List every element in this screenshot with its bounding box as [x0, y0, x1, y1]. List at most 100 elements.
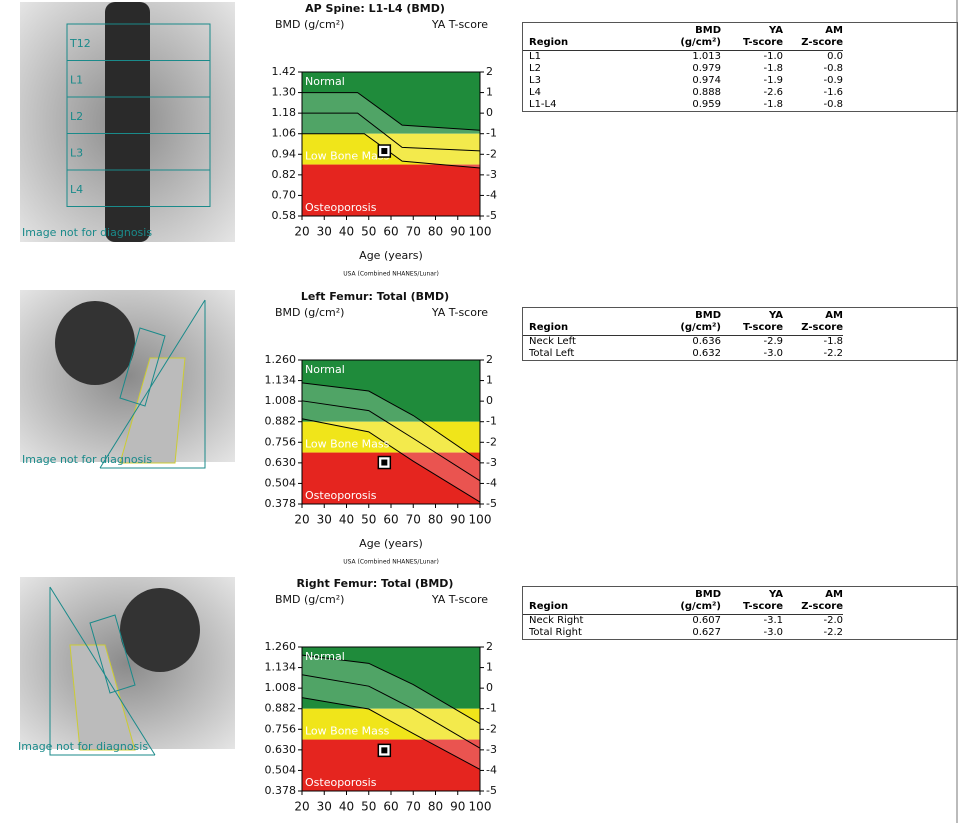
chart-title: Right Femur: Total (BMD) [297, 577, 454, 590]
header-text: AM [783, 25, 843, 37]
y2-tick-label: -4 [486, 476, 497, 489]
x-tick-label: 90 [450, 513, 465, 527]
y-tick-label: 1.18 [272, 106, 297, 119]
header-cell: Region [523, 587, 637, 615]
x-tick-label: 50 [361, 800, 376, 814]
x-tick-label: 90 [450, 800, 465, 814]
cell: -1.8 [721, 99, 783, 111]
header-cell: AMZ-score [783, 23, 843, 51]
results-table: RegionBMD(g/cm²)YAT-scoreAMZ-scoreNeck L… [522, 307, 958, 361]
y-tick-label: 1.06 [272, 127, 297, 140]
y2-tick-label: -5 [486, 784, 497, 797]
cell: -0.9 [783, 75, 843, 87]
cell: L4 [523, 87, 637, 99]
y-tick-label: 0.882 [265, 415, 297, 428]
x-tick-label: 80 [428, 800, 443, 814]
cell: 0.979 [637, 63, 721, 75]
chart-title: AP Spine: L1-L4 (BMD) [305, 2, 445, 15]
x-tick-label: 50 [361, 225, 376, 239]
header-row: RegionBMD(g/cm²)YAT-scoreAMZ-score [523, 587, 843, 615]
cell: 0.632 [637, 348, 721, 360]
x-tick-label: 60 [383, 225, 398, 239]
y2-tick-label: 1 [486, 86, 493, 99]
y2-tick-label: -4 [486, 763, 497, 776]
x-axis-label: Age (years) [359, 537, 423, 550]
cell: L1-L4 [523, 99, 637, 111]
x-axis-label: Age (years) [359, 249, 423, 262]
y-tick-label: 0.58 [272, 209, 297, 222]
patient-point-core [381, 460, 387, 466]
header-text: Z-score [783, 322, 843, 334]
y2-tick-label: 2 [486, 640, 493, 653]
y2-tick-label: 0 [486, 394, 493, 407]
header-cell: Region [523, 308, 637, 336]
header-text: (g/cm²) [637, 601, 721, 613]
zone-label: Normal [305, 75, 345, 88]
x-tick-label: 80 [428, 513, 443, 527]
y-tick-label: 0.756 [265, 435, 297, 448]
cell: 0.607 [637, 615, 721, 628]
header-text: Region [529, 37, 637, 49]
y-tick-label: 1.134 [265, 374, 297, 387]
cell: Total Right [523, 627, 637, 639]
cell: 1.013 [637, 51, 721, 64]
header-cell: YAT-score [721, 308, 783, 336]
roi-label: L2 [70, 110, 83, 123]
header-text: T-score [721, 37, 783, 49]
cell: L2 [523, 63, 637, 75]
cell: -2.2 [783, 348, 843, 360]
x-tick-label: 30 [317, 225, 332, 239]
roi-label: T12 [69, 37, 91, 50]
header-text: AM [783, 310, 843, 322]
x-tick-label: 40 [339, 513, 354, 527]
header-text: Z-score [783, 601, 843, 613]
header-text: (g/cm²) [637, 37, 721, 49]
y2-tick-label: 0 [486, 106, 493, 119]
y-tick-label: 1.008 [265, 681, 297, 694]
header-text: Z-score [783, 37, 843, 49]
cell: -1.8 [783, 336, 843, 349]
header-text: AM [783, 589, 843, 601]
cell: -2.0 [783, 615, 843, 628]
y-tick-label: 1.260 [265, 640, 297, 653]
x-tick-label: 30 [317, 800, 332, 814]
y-axis-label: BMD (g/cm²) [275, 306, 344, 319]
y-tick-label: 0.630 [265, 743, 297, 756]
header-text: YA [721, 25, 783, 37]
cell: Neck Right [523, 615, 637, 628]
y2-tick-label: -4 [486, 188, 497, 201]
cell: L1 [523, 51, 637, 64]
cell: -1.0 [721, 51, 783, 64]
header-cell: BMD(g/cm²) [637, 587, 721, 615]
x-tick-label: 20 [294, 513, 309, 527]
header-text: T-score [721, 322, 783, 334]
y2-tick-label: -2 [486, 147, 497, 160]
reference-note: USA (Combined NHANES/Lunar) [343, 271, 439, 278]
patient-point-core [381, 747, 387, 753]
y-tick-label: 0.504 [265, 476, 297, 489]
patient-point-core [381, 148, 387, 154]
y-axis-label: BMD (g/cm²) [275, 593, 344, 606]
cell: -0.8 [783, 99, 843, 111]
y-tick-label: 0.94 [272, 147, 297, 160]
header-text: (g/cm²) [637, 322, 721, 334]
y-tick-label: 1.42 [272, 65, 297, 78]
cell: -2.2 [783, 627, 843, 639]
y-tick-label: 0.504 [265, 763, 297, 776]
header-text: BMD [637, 310, 721, 322]
y-tick-label: 0.378 [265, 497, 297, 510]
roi-label: L1 [70, 74, 83, 87]
cell: -2.9 [721, 336, 783, 349]
cell: L3 [523, 75, 637, 87]
cell: -0.8 [783, 63, 843, 75]
y2-axis-label: YA T-score [431, 18, 488, 31]
y-tick-label: 0.630 [265, 456, 297, 469]
cell: 0.974 [637, 75, 721, 87]
femoral-head [55, 301, 135, 385]
y-tick-label: 1.008 [265, 394, 297, 407]
